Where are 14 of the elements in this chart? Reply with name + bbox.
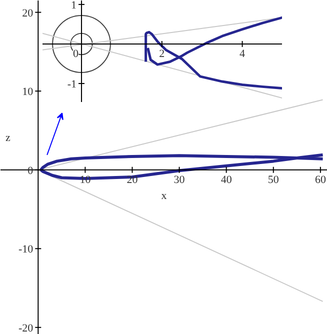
y-tick-label: 20 xyxy=(22,7,34,20)
x-tick-label: 50 xyxy=(268,174,280,186)
y-tick-label: -1 xyxy=(67,78,77,91)
x-axis-title: x xyxy=(161,190,168,202)
y-tick-label: 1 xyxy=(70,0,76,12)
y-tick-label: -10 xyxy=(18,244,34,256)
x-tick-label: 2 xyxy=(159,48,165,60)
x-tick-label: 4 xyxy=(240,48,246,60)
x-tick-label: 60 xyxy=(314,174,326,186)
y-tick-label: 10 xyxy=(22,86,34,98)
x-tick-label: 40 xyxy=(220,174,232,186)
x-tick-label: 30 xyxy=(174,174,186,186)
y-tick-label: -20 xyxy=(18,322,34,334)
y-axis-title: z xyxy=(6,132,10,144)
